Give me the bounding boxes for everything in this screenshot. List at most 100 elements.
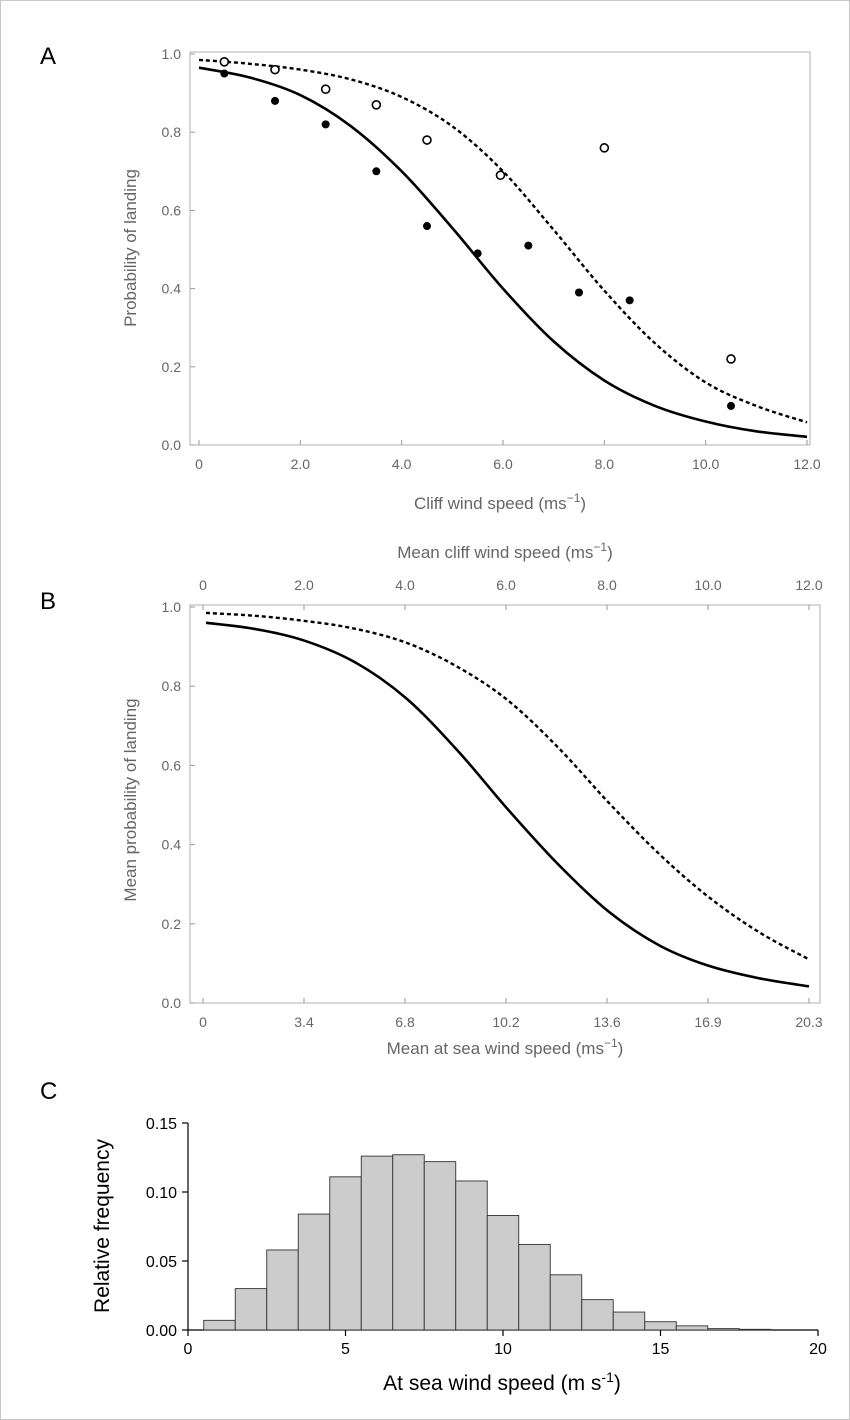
panel-c-bar xyxy=(297,1213,331,1331)
panel-b-x-tick-label: 16.9 xyxy=(694,1014,721,1030)
panel-a-filled-point xyxy=(473,249,482,258)
panel-a-x-tick-label: 4.0 xyxy=(392,456,412,472)
panel-b-x-axis-label: Mean at sea wind speed (ms−1) xyxy=(387,1036,624,1058)
panel-b-top-tick-label: 6.0 xyxy=(496,577,516,593)
panel-b-y-tick-label: 0.6 xyxy=(162,757,182,773)
panel-b-top-tick-label: 8.0 xyxy=(597,577,617,593)
panel-c-bar xyxy=(707,1328,740,1331)
panel-b-y-tick-label: 0.8 xyxy=(162,678,182,694)
panel-a-y-axis-label: Probability of landing xyxy=(121,169,140,327)
panel-c: C 0 5 10 15 20 0.00 0.05 0.10 0.15 At sea wind … xyxy=(40,1078,827,1395)
panel-a-filled-point xyxy=(625,296,634,305)
panel-a-x-tick-label: 6.0 xyxy=(493,456,513,472)
panel-b-top-tick-label: 2.0 xyxy=(294,577,314,593)
panel-b-x-tick-label: 13.6 xyxy=(593,1014,620,1030)
panel-c-bar xyxy=(644,1321,677,1331)
panel-b-top-tick-label: 4.0 xyxy=(395,577,415,593)
panel-a-plot-frame xyxy=(189,51,811,446)
panel-a-letter: A xyxy=(40,43,56,70)
panel-a: A 0 2.0 4.0 6.0 8.0 10.0 12.0 0.0 0.2 0.4 0.6 0.8 1… xyxy=(40,43,821,513)
panel-c-bar xyxy=(329,1176,362,1331)
panel-c-bar xyxy=(612,1311,646,1331)
panel-c-bar xyxy=(234,1288,268,1331)
panel-c-x-tick-label: 5 xyxy=(341,1341,350,1358)
panel-a-open-point xyxy=(422,135,432,145)
panel-a-y-tick-label: 0.4 xyxy=(162,281,182,297)
panel-a-filled-point xyxy=(372,167,381,176)
panel-c-bar xyxy=(203,1319,236,1331)
panel-a-x-tick-label: 12.0 xyxy=(793,456,820,472)
panel-a-y-tick-label: 1.0 xyxy=(162,46,182,62)
panel-a-x-tick-label: 10.0 xyxy=(692,456,719,472)
panel-b-x-tick-label: 10.2 xyxy=(492,1014,519,1030)
panel-c-bar xyxy=(266,1249,299,1331)
panel-c-bar xyxy=(581,1299,614,1331)
panel-a-open-point xyxy=(495,170,506,181)
panel-c-y-axis-label: Relative frequency xyxy=(91,1139,114,1313)
panel-b-letter: B xyxy=(40,588,56,615)
panel-a-y-tick-label: 0.2 xyxy=(162,359,182,375)
panel-c-y-tick-label: 0.10 xyxy=(146,1185,177,1202)
panel-a-open-point xyxy=(270,64,280,75)
panel-c-x-tick-label: 15 xyxy=(652,1341,670,1358)
panel-b: Mean cliff wind speed (ms−1) B 0 2.0 4.0 6.… xyxy=(40,540,823,1058)
panel-c-bar xyxy=(392,1154,425,1331)
panel-c-x-axis: 0 5 10 15 20 xyxy=(184,1330,827,1358)
panel-b-x-tick-label: 6.8 xyxy=(395,1014,415,1030)
panel-a-open-point xyxy=(219,57,230,67)
panel-a-filled-point xyxy=(271,96,279,105)
panel-b-top-axis: 0 2.0 4.0 6.0 8.0 10.0 12.0 xyxy=(199,577,823,610)
panel-c-bar xyxy=(455,1180,488,1331)
panel-c-bar xyxy=(738,1328,772,1331)
panel-b-x-tick-label: 0 xyxy=(199,1014,207,1030)
panel-a-solid-curve xyxy=(198,66,808,439)
panel-a-x-tick-label: 8.0 xyxy=(595,456,615,472)
panel-a-filled-point xyxy=(423,222,431,231)
panel-c-bar xyxy=(675,1325,709,1331)
panel-b-top-tick-label: 0 xyxy=(199,577,207,593)
panel-a-x-axis-label: Cliff wind speed (ms−1) xyxy=(414,491,586,513)
panel-a-filled-point xyxy=(727,401,735,410)
panel-c-bar xyxy=(518,1243,551,1331)
panel-b-y-tick-label: 0.2 xyxy=(162,916,182,932)
panel-a-filled-point xyxy=(575,288,583,297)
panel-a-open-point xyxy=(320,84,331,94)
panel-a-dashed-curve xyxy=(198,58,808,424)
panel-a-open-point xyxy=(726,354,736,364)
panel-b-top-tick-label: 12.0 xyxy=(795,577,822,593)
panel-b-x-axis: 0 3.4 6.8 10.2 13.6 16.9 20.3 xyxy=(199,998,823,1030)
panel-c-x-tick-label: 20 xyxy=(809,1341,827,1358)
panel-a-open-point xyxy=(599,143,610,153)
panel-c-y-axis: 0.00 0.05 0.10 0.15 xyxy=(146,1116,188,1340)
panel-c-letter: C xyxy=(40,1078,57,1105)
panel-a-filled-point xyxy=(321,120,330,129)
panel-c-x-axis-label: At sea wind speed (m s-1) xyxy=(383,1369,621,1395)
panel-c-y-tick-label: 0.05 xyxy=(146,1254,177,1271)
panel-c-bar xyxy=(423,1161,457,1331)
panel-c-y-tick-label: 0.00 xyxy=(146,1323,177,1340)
panel-c-bar xyxy=(360,1155,394,1331)
panel-b-top-tick-label: 10.0 xyxy=(694,577,721,593)
panel-c-x-tick-label: 10 xyxy=(494,1341,512,1358)
panel-a-y-tick-label: 0.6 xyxy=(162,202,182,218)
panel-a-filled-point xyxy=(524,241,533,250)
panel-b-plot-frame xyxy=(189,604,821,1004)
panel-b-y-axis: 0.0 0.2 0.4 0.6 0.8 1.0 xyxy=(162,599,195,1011)
panel-b-y-tick-label: 1.0 xyxy=(162,599,182,615)
panel-b-y-axis-label: Mean probability of landing xyxy=(121,698,140,901)
panel-c-bar xyxy=(486,1215,520,1331)
panel-a-y-axis: 0.0 0.2 0.4 0.6 0.8 1.0 xyxy=(162,46,195,453)
panel-a-open-point xyxy=(371,100,382,110)
panel-b-y-tick-label: 0.4 xyxy=(162,837,182,853)
panel-b-y-tick-label: 0.0 xyxy=(162,995,182,1011)
panel-a-y-tick-label: 0.8 xyxy=(162,124,182,140)
panel-a-x-tick-label: 0 xyxy=(195,456,203,472)
panel-a-x-tick-label: 2.0 xyxy=(291,456,311,472)
panel-b-x-tick-label: 3.4 xyxy=(294,1014,314,1030)
panel-c-bar xyxy=(549,1274,583,1331)
panel-b-top-axis-label: Mean cliff wind speed (ms−1) xyxy=(397,540,613,562)
panel-b-solid-curve xyxy=(205,621,810,988)
panel-a-filled-point xyxy=(220,69,229,78)
panel-c-x-tick-label: 0 xyxy=(184,1341,193,1358)
